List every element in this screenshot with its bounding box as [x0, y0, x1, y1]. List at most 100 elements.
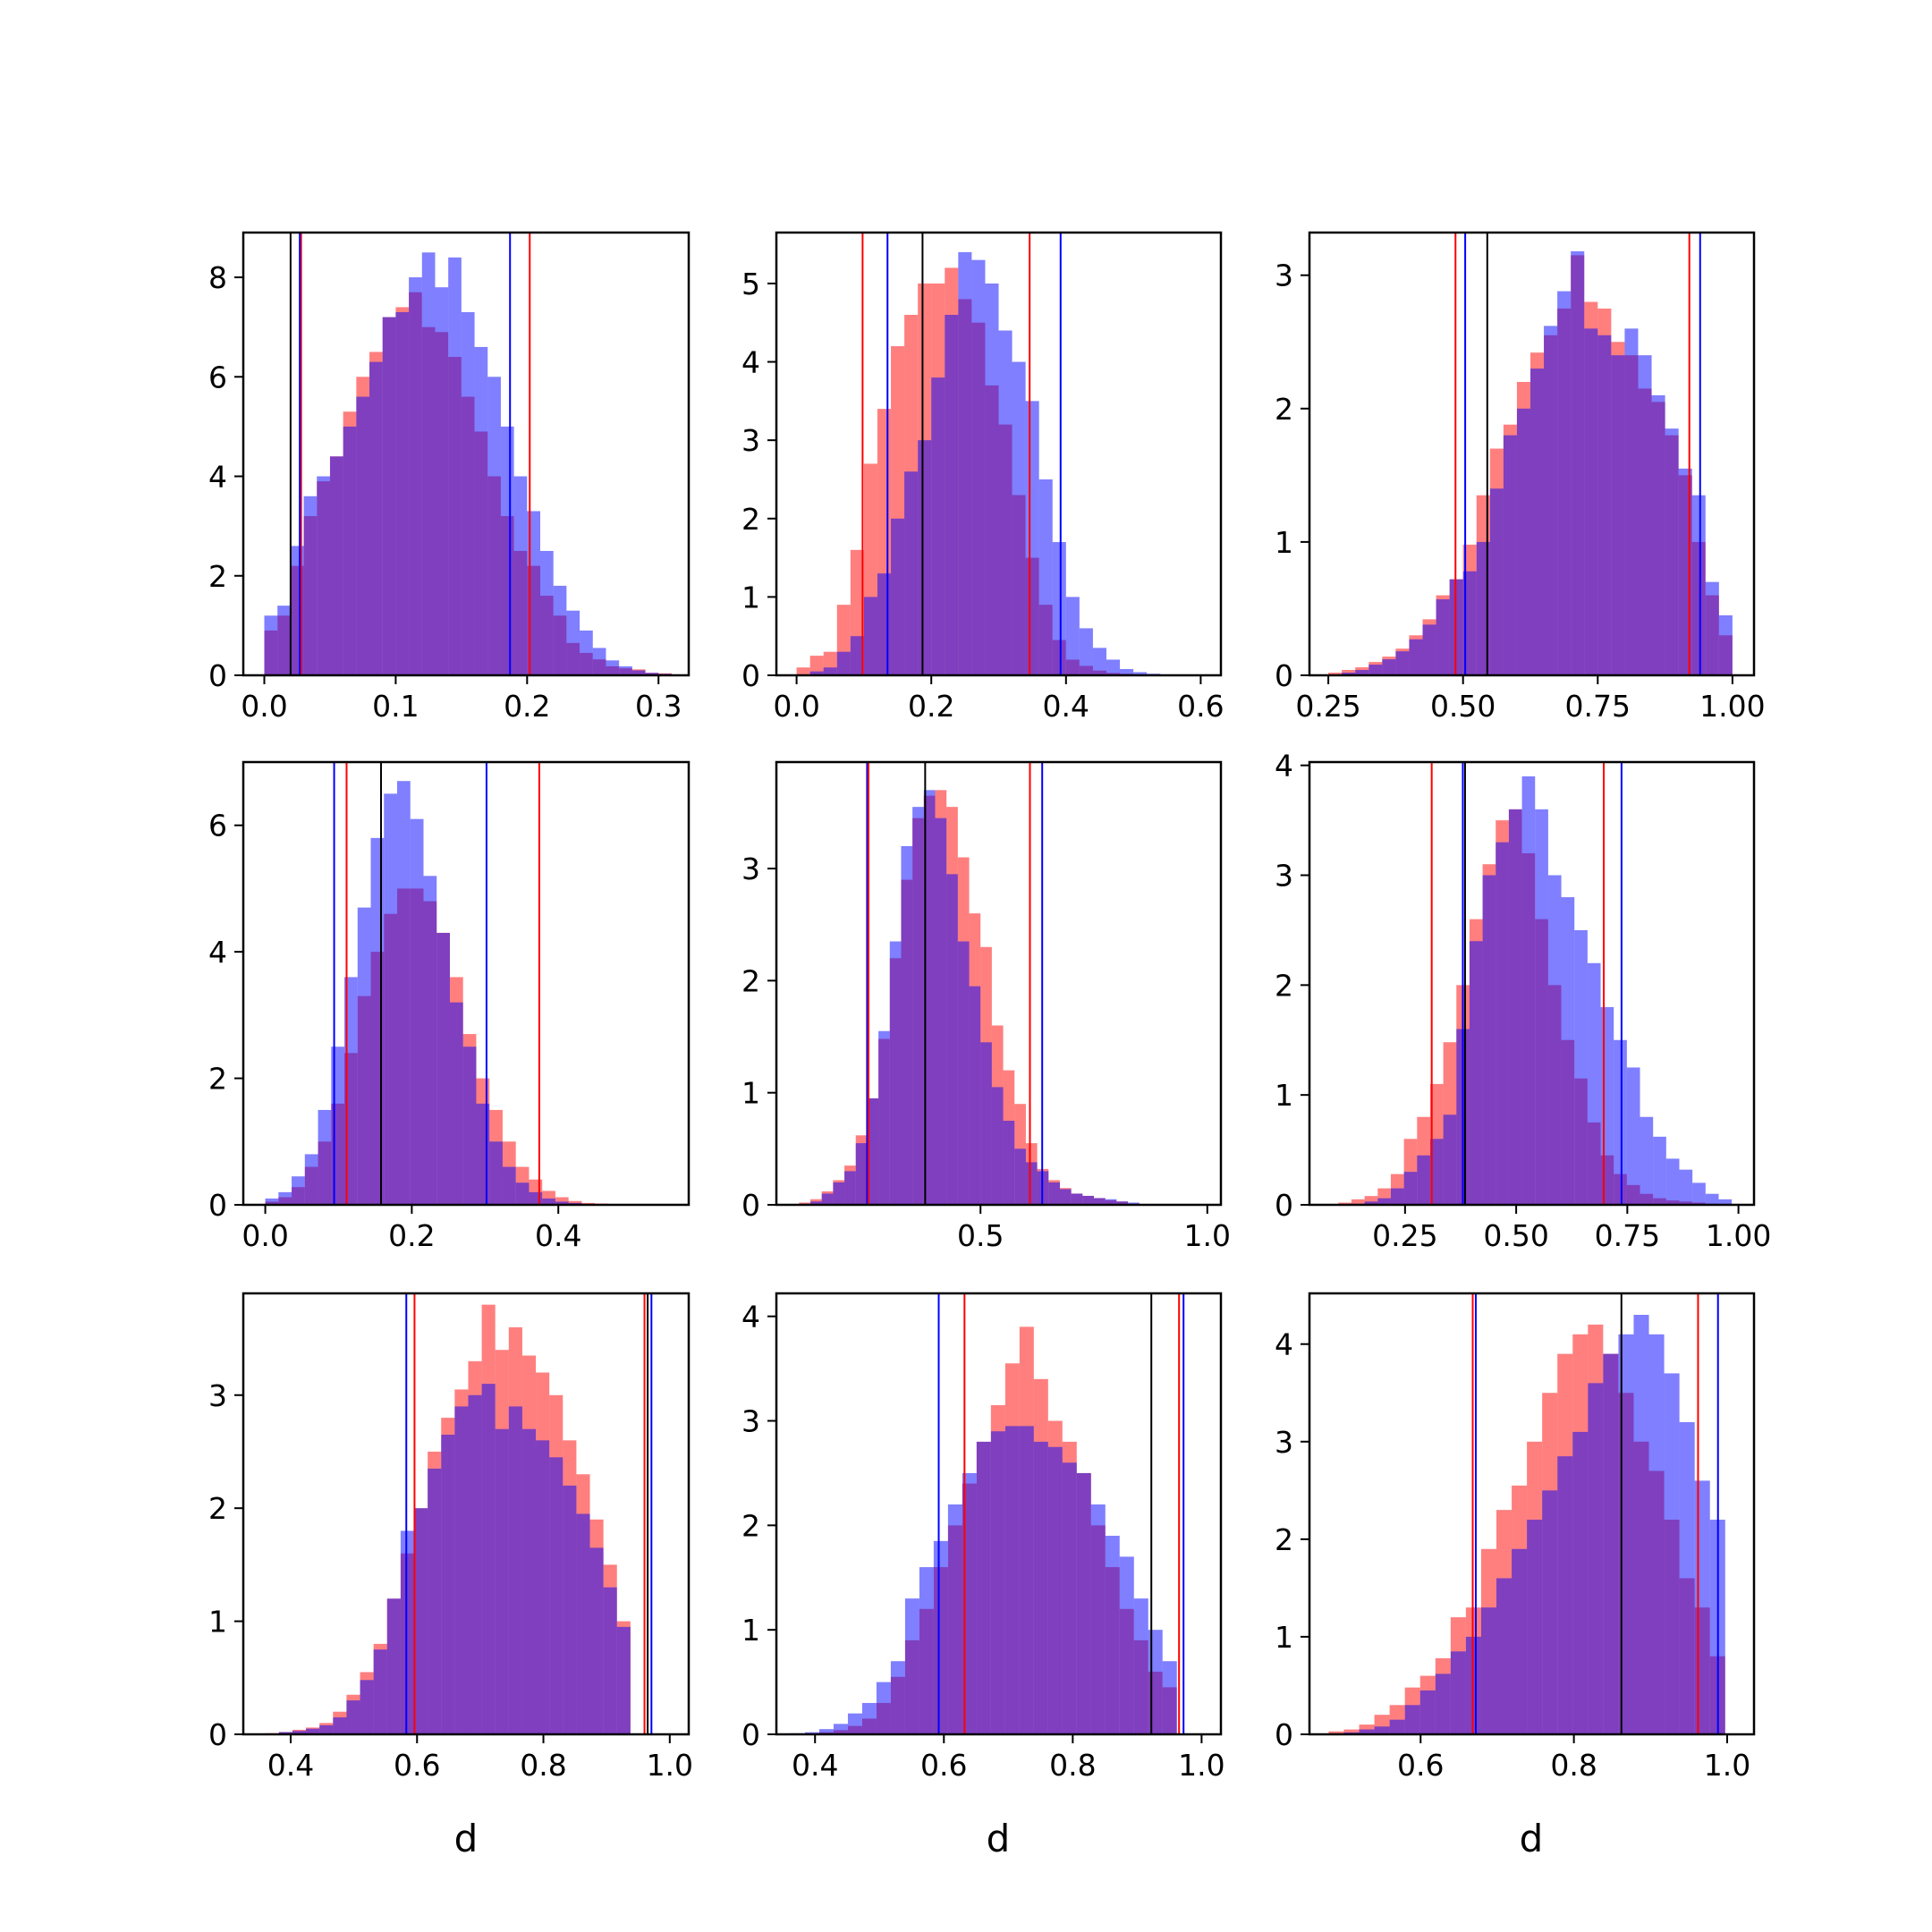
red-hist-bar	[796, 667, 810, 675]
blue-hist-bar	[809, 671, 824, 675]
blue-hist-bar	[369, 361, 383, 675]
blue-hist-bar	[1516, 408, 1530, 675]
blue-hist-bar	[1128, 1202, 1140, 1205]
blue-hist-bar	[890, 1661, 905, 1734]
x-tick-label: 0.25	[1372, 1218, 1437, 1253]
blue-hist-bar	[1435, 1674, 1451, 1734]
y-tick-label: 3	[208, 1378, 227, 1413]
blue-hist-bar	[901, 845, 913, 1205]
y-tick-label: 3	[741, 423, 760, 458]
x-tick-label: 1.00	[1699, 689, 1765, 724]
blue-hist-bar	[500, 426, 514, 675]
blue-hist-bar	[603, 1587, 617, 1734]
red-hist-bar	[1343, 1729, 1360, 1734]
blue-hist-bar	[891, 518, 905, 675]
blue-hist-bar	[947, 1504, 962, 1734]
x-tick-label: 0.2	[908, 689, 954, 724]
blue-hist-bar	[414, 1508, 428, 1734]
blue-hist-bar	[264, 615, 278, 675]
y-tick-label: 0	[1275, 1188, 1293, 1223]
x-tick-label: 0.50	[1483, 1218, 1548, 1253]
blue-hist-bar	[1076, 1472, 1091, 1734]
blue-hist-bar	[468, 1394, 482, 1734]
blue-hist-bar	[810, 1201, 822, 1205]
blue-hist-bar	[333, 1717, 347, 1734]
y-tick-label: 8	[208, 260, 227, 295]
x-tick-label: 0.25	[1295, 689, 1360, 724]
blue-hist-bar	[360, 1680, 374, 1734]
blue-hist-bar	[1368, 665, 1383, 675]
blue-hist-bar	[1718, 1199, 1733, 1205]
x-tick-label: 0.6	[1397, 1748, 1444, 1783]
blue-hist-bar	[847, 1713, 862, 1734]
blue-hist-bar	[382, 317, 396, 675]
panel-1-2: 0.0 0.2 0.4 0.6 0 1 2 3 4 5	[741, 231, 1224, 724]
blue-hist-bar	[1651, 394, 1665, 675]
x-tick-label: 0.4	[792, 1748, 838, 1783]
blue-hist-bar	[1508, 809, 1522, 1205]
blue-hist-bar	[867, 1097, 879, 1205]
y-tick-label: 3	[1275, 1425, 1293, 1460]
blue-hist-bar	[1429, 1139, 1444, 1205]
y-tick-label: 1	[741, 1076, 760, 1111]
blue-hist-bar	[923, 790, 936, 1205]
blue-hist-bar	[370, 837, 385, 1205]
blue-hist-bar	[1090, 1504, 1106, 1734]
blue-hist-bar	[904, 471, 919, 675]
panel-3-2: 0.4 0.6 0.8 1.0 0 1 2 3 4	[741, 1292, 1225, 1783]
blue-hist-bar	[1489, 488, 1504, 675]
blue-hist-bar	[1419, 1690, 1436, 1734]
x-tick-label: 0.4	[267, 1748, 314, 1783]
y-tick-label: 2	[741, 1508, 760, 1543]
blue-hist-bar	[1561, 897, 1575, 1205]
blue-hist-bar	[1718, 614, 1733, 675]
blue-hist-bar	[1633, 1315, 1649, 1734]
y-tick-label: 4	[1275, 1327, 1293, 1362]
y-tick-label: 0	[741, 658, 760, 693]
blue-hist-bar	[1417, 1155, 1430, 1205]
blue-hist-bar	[318, 1109, 332, 1205]
y-tick-label: 2	[208, 559, 227, 594]
blue-hist-bar	[1584, 328, 1598, 675]
red-hist-bar	[1364, 1196, 1378, 1205]
blue-hist-bar	[1105, 1536, 1120, 1734]
blue-hist-bar	[542, 1198, 555, 1205]
blue-hist-bar	[515, 1182, 530, 1205]
blue-hist-bar	[1116, 1201, 1129, 1205]
x-tick-label: 0.3	[635, 689, 682, 724]
blue-hist-bar	[1665, 1158, 1680, 1205]
x-tick-label: 0.2	[504, 689, 550, 724]
blue-hist-bar	[454, 1406, 469, 1734]
blue-hist-bar	[1065, 597, 1080, 675]
blue-hist-bar	[410, 818, 424, 1205]
blue-hist-bar	[373, 1649, 387, 1734]
blue-hist-bar	[1535, 809, 1548, 1205]
blue-hist-bar	[592, 648, 606, 675]
blue-hist-bar	[1395, 651, 1410, 675]
blue-hist-bar	[449, 1002, 463, 1205]
axes-frame	[242, 1292, 691, 1736]
blue-hist-bar	[540, 550, 554, 675]
blue-hist-bar	[1019, 1426, 1034, 1734]
blue-hist-bar	[619, 665, 632, 675]
blue-hist-bar	[487, 377, 501, 675]
blue-hist-bar	[1705, 1193, 1719, 1205]
blue-hist-bar	[1587, 962, 1601, 1205]
blue-hist-bar	[1133, 672, 1148, 675]
red-hist-bar	[799, 1202, 811, 1205]
blue-hist-bar	[495, 1428, 509, 1734]
blue-hist-bar	[1059, 1189, 1072, 1205]
y-tick-label: 0	[741, 1717, 760, 1752]
blue-hist-bar	[1119, 1556, 1134, 1734]
blue-hist-bar	[1377, 1198, 1391, 1205]
blue-hist-bar	[971, 259, 986, 675]
y-tick-label: 3	[1275, 859, 1293, 894]
y-tick-label: 3	[741, 852, 760, 886]
blue-hist-bar	[489, 1141, 503, 1205]
y-tick-label: 2	[1275, 1522, 1293, 1557]
blue-hist-bar	[985, 283, 999, 675]
x-tick-label: 0.0	[242, 1218, 288, 1253]
x-tick-label: 1.0	[1184, 1218, 1231, 1253]
blue-hist-bar	[319, 1724, 334, 1734]
blue-hist-bar	[508, 1406, 522, 1734]
